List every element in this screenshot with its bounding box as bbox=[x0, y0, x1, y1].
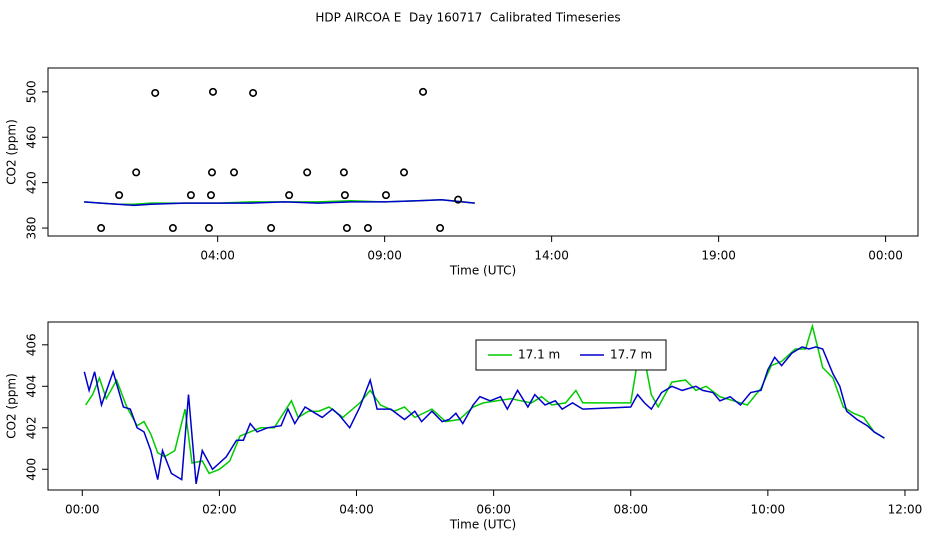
scatter-point bbox=[97, 224, 106, 233]
x-tick-label: 12:00 bbox=[888, 503, 923, 517]
x-tick-label: 06:00 bbox=[476, 503, 511, 517]
scatter-point bbox=[186, 191, 195, 200]
y-tick-label: 500 bbox=[25, 80, 39, 103]
scatter-point bbox=[132, 168, 141, 177]
x-tick-label: 08:00 bbox=[613, 503, 648, 517]
scatter-point bbox=[381, 191, 390, 200]
scatter-point bbox=[339, 168, 348, 177]
chart-title: HDP AIRCOA E Day 160717 Calibrated Times… bbox=[315, 11, 620, 25]
scatter-point bbox=[419, 87, 428, 96]
x-axis-label: Time (UTC) bbox=[449, 518, 516, 532]
scatter-point bbox=[168, 224, 177, 233]
x-tick-label: 04:00 bbox=[200, 249, 235, 263]
y-axis-label: CO2 (ppm) bbox=[5, 373, 19, 439]
scatter-point bbox=[454, 195, 463, 204]
plot-frame bbox=[47, 321, 919, 491]
scatter-point bbox=[400, 168, 409, 177]
scatter-point bbox=[115, 191, 124, 200]
scatter-point bbox=[207, 168, 216, 177]
scatter-point bbox=[285, 191, 294, 200]
scatter-point bbox=[363, 224, 372, 233]
scatter-point bbox=[204, 224, 213, 233]
y-tick-label: 460 bbox=[25, 126, 39, 149]
scatter-point bbox=[342, 224, 351, 233]
scatter-point bbox=[230, 168, 239, 177]
series-line bbox=[83, 346, 885, 484]
scatter-point bbox=[249, 88, 258, 97]
x-tick-label: 10:00 bbox=[751, 503, 786, 517]
y-tick-label: 402 bbox=[25, 416, 39, 439]
series-line bbox=[84, 198, 475, 207]
x-tick-label: 14:00 bbox=[534, 249, 569, 263]
scatter-point bbox=[206, 191, 215, 200]
x-tick-label: 19:00 bbox=[701, 249, 736, 263]
scatter-point bbox=[303, 168, 312, 177]
x-tick-label: 09:00 bbox=[367, 249, 402, 263]
y-axis-label: CO2 (ppm) bbox=[5, 119, 19, 185]
scatter-point bbox=[340, 191, 349, 200]
legend-box bbox=[475, 339, 667, 371]
scatter-point bbox=[208, 87, 217, 96]
x-tick-label: 04:00 bbox=[339, 503, 374, 517]
y-tick-label: 420 bbox=[25, 171, 39, 194]
scatter-point bbox=[151, 88, 160, 97]
x-tick-label: 00:00 bbox=[65, 503, 100, 517]
legend-label: 17.7 m bbox=[610, 348, 652, 362]
x-tick-label: 02:00 bbox=[202, 503, 237, 517]
x-axis-label: Time (UTC) bbox=[449, 264, 516, 278]
y-tick-label: 400 bbox=[25, 458, 39, 481]
scatter-point bbox=[267, 224, 276, 233]
scatter-point bbox=[436, 224, 445, 233]
plot-frame bbox=[47, 67, 919, 237]
legend-label: 17.1 m bbox=[518, 348, 560, 362]
y-tick-label: 380 bbox=[25, 217, 39, 240]
y-tick-label: 406 bbox=[25, 333, 39, 356]
y-tick-label: 404 bbox=[25, 375, 39, 398]
x-tick-label: 00:00 bbox=[868, 249, 903, 263]
